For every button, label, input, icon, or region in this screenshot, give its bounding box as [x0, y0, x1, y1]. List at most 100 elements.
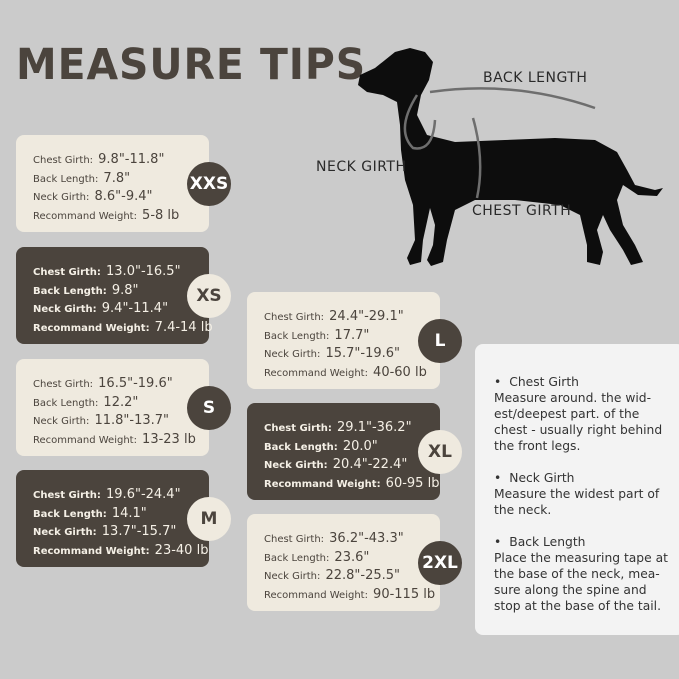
tip-back-length: Back Length Place the measuring tape at …	[494, 534, 675, 614]
size-row-back: Back Length: 20.0"	[264, 435, 440, 454]
size-card-xl: Chest Girth: 29.1"-36.2" Back Length: 20.…	[247, 403, 440, 500]
field-value: 40-60 lb	[373, 364, 427, 380]
size-badge: 2XL	[418, 541, 462, 585]
field-label: Recommand Weight:	[33, 322, 150, 334]
field-label: Back Length:	[33, 397, 99, 409]
tip-heading: Chest Girth	[494, 374, 675, 390]
size-row-neck: Neck Girth: 8.6"-9.4"	[33, 185, 209, 204]
field-label: Back Length:	[264, 552, 330, 564]
field-value: 13.7"-15.7"	[101, 524, 177, 539]
tip-neck-girth: Neck Girth Measure the widest part of th…	[494, 470, 675, 518]
field-label: Chest Girth:	[33, 267, 101, 278]
field-value: 13.0"-16.5"	[106, 264, 181, 279]
field-label: Neck Girth:	[264, 349, 321, 360]
tip-text: Place the measuring tape at the base of …	[494, 551, 668, 613]
size-card-xs: Chest Girth: 13.0"-16.5" Back Length: 9.8…	[16, 247, 213, 344]
field-value: 9.4"-11.4"	[101, 301, 169, 316]
tip-heading: Neck Girth	[494, 470, 675, 486]
field-value: 12.2"	[103, 394, 139, 410]
field-label: Back Length:	[264, 330, 330, 342]
size-row-neck: Neck Girth: 13.7"-15.7"	[33, 520, 209, 539]
size-badge: M	[187, 497, 231, 541]
field-label: Recommand Weight:	[264, 478, 381, 490]
size-row-weight: Recommand Weight: 60-95 lb	[264, 472, 440, 491]
field-label: Neck Girth:	[264, 460, 328, 471]
size-row-back: Back Length: 12.2"	[33, 391, 209, 410]
field-label: Chest Girth:	[33, 155, 94, 166]
field-label: Recommand Weight:	[33, 545, 150, 557]
size-row-neck: Neck Girth: 20.4"-22.4"	[264, 453, 440, 472]
field-label: Neck Girth:	[33, 527, 97, 538]
field-label: Neck Girth:	[33, 416, 90, 427]
field-label: Recommand Weight:	[264, 589, 368, 601]
field-value: 16.5"-19.6"	[98, 376, 173, 391]
field-label: Chest Girth:	[33, 379, 94, 390]
field-label: Neck Girth:	[33, 304, 97, 315]
size-badge: XS	[187, 274, 231, 318]
size-row-chest: Chest Girth: 24.4"-29.1"	[264, 305, 440, 324]
measure-tips-panel: Chest Girth Measure around. the wid-est/…	[475, 344, 679, 635]
size-row-weight: Recommand Weight: 23-40 lb	[33, 539, 209, 558]
field-value: 11.8"-13.7"	[94, 413, 170, 428]
size-row-neck: Neck Girth: 15.7"-19.6"	[264, 342, 440, 361]
field-label: Recommand Weight:	[33, 434, 137, 446]
size-card-xxs: Chest Girth: 9.8"-11.8" Back Length: 7.8"…	[16, 135, 209, 232]
field-value: 20.4"-22.4"	[332, 457, 408, 472]
size-badge: XL	[418, 430, 462, 474]
field-value: 19.6"-24.4"	[106, 487, 181, 502]
field-value: 14.1"	[111, 505, 147, 521]
field-value: 17.7"	[334, 327, 370, 343]
size-row-weight: Recommand Weight: 7.4-14 lb	[33, 316, 213, 335]
size-row-chest: Chest Girth: 16.5"-19.6"	[33, 372, 209, 391]
field-label: Chest Girth:	[264, 423, 332, 434]
field-value: 9.8"-11.8"	[98, 152, 165, 167]
field-label: Recommand Weight:	[33, 210, 137, 222]
size-row-chest: Chest Girth: 19.6"-24.4"	[33, 483, 209, 502]
field-value: 7.4-14 lb	[154, 319, 213, 335]
size-card-m: Chest Girth: 19.6"-24.4" Back Length: 14.…	[16, 470, 209, 567]
field-value: 60-95 lb	[385, 475, 440, 491]
field-label: Recommand Weight:	[264, 367, 368, 379]
size-card-s: Chest Girth: 16.5"-19.6" Back Length: 12.…	[16, 359, 209, 456]
size-card-l: Chest Girth: 24.4"-29.1" Back Length: 17.…	[247, 292, 440, 389]
tip-chest-girth: Chest Girth Measure around. the wid-est/…	[494, 374, 675, 454]
field-value: 29.1"-36.2"	[337, 420, 412, 435]
size-card-2xl: Chest Girth: 36.2"-43.3" Back Length: 23.…	[247, 514, 440, 611]
size-row-weight: Recommand Weight: 40-60 lb	[264, 361, 440, 380]
field-value: 24.4"-29.1"	[329, 309, 404, 324]
size-row-chest: Chest Girth: 29.1"-36.2"	[264, 416, 440, 435]
field-value: 13-23 lb	[142, 431, 196, 447]
field-value: 22.8"-25.5"	[325, 568, 401, 583]
size-row-chest: Chest Girth: 9.8"-11.8"	[33, 148, 209, 167]
tip-heading: Back Length	[494, 534, 675, 550]
neck-girth-label: NECK GIRTH	[316, 159, 407, 175]
field-label: Neck Girth:	[264, 571, 321, 582]
size-row-back: Back Length: 17.7"	[264, 324, 440, 343]
size-row-weight: Recommand Weight: 13-23 lb	[33, 428, 209, 447]
page-title: MEASURE TIPS	[16, 40, 367, 90]
field-label: Chest Girth:	[264, 312, 325, 323]
field-value: 90-115 lb	[373, 586, 436, 602]
size-row-neck: Neck Girth: 11.8"-13.7"	[33, 409, 209, 428]
field-value: 20.0"	[342, 438, 378, 454]
field-value: 5-8 lb	[142, 207, 180, 223]
field-value: 7.8"	[103, 170, 131, 186]
field-value: 23.6"	[334, 549, 370, 565]
size-row-back: Back Length: 9.8"	[33, 279, 209, 298]
size-badge: XXS	[187, 162, 231, 206]
size-row-back: Back Length: 14.1"	[33, 502, 209, 521]
field-value: 8.6"-9.4"	[94, 189, 153, 204]
field-label: Chest Girth:	[264, 534, 325, 545]
size-row-neck: Neck Girth: 22.8"-25.5"	[264, 564, 440, 583]
size-row-weight: Recommand Weight: 5-8 lb	[33, 204, 209, 223]
back-length-label: BACK LENGTH	[483, 70, 588, 86]
field-label: Chest Girth:	[33, 490, 101, 501]
field-label: Back Length:	[33, 173, 99, 185]
field-value: 15.7"-19.6"	[325, 346, 401, 361]
size-badge: S	[187, 386, 231, 430]
field-label: Back Length:	[33, 285, 107, 297]
tip-text: Measure the widest part of the neck.	[494, 487, 660, 517]
size-row-neck: Neck Girth: 9.4"-11.4"	[33, 297, 209, 316]
field-label: Back Length:	[33, 508, 107, 520]
size-row-back: Back Length: 7.8"	[33, 167, 209, 186]
